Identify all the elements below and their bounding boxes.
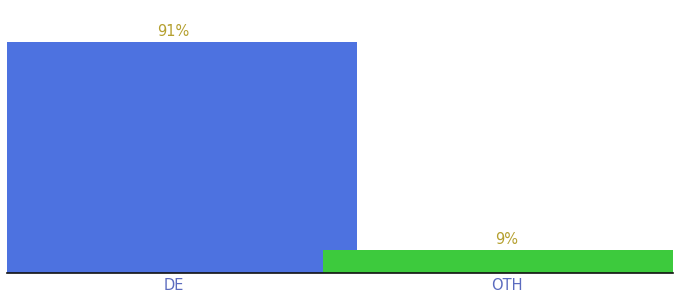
Bar xyxy=(0,42,356,272)
Bar xyxy=(324,250,680,272)
Text: 91%: 91% xyxy=(157,24,190,39)
Text: 9%: 9% xyxy=(495,232,518,247)
